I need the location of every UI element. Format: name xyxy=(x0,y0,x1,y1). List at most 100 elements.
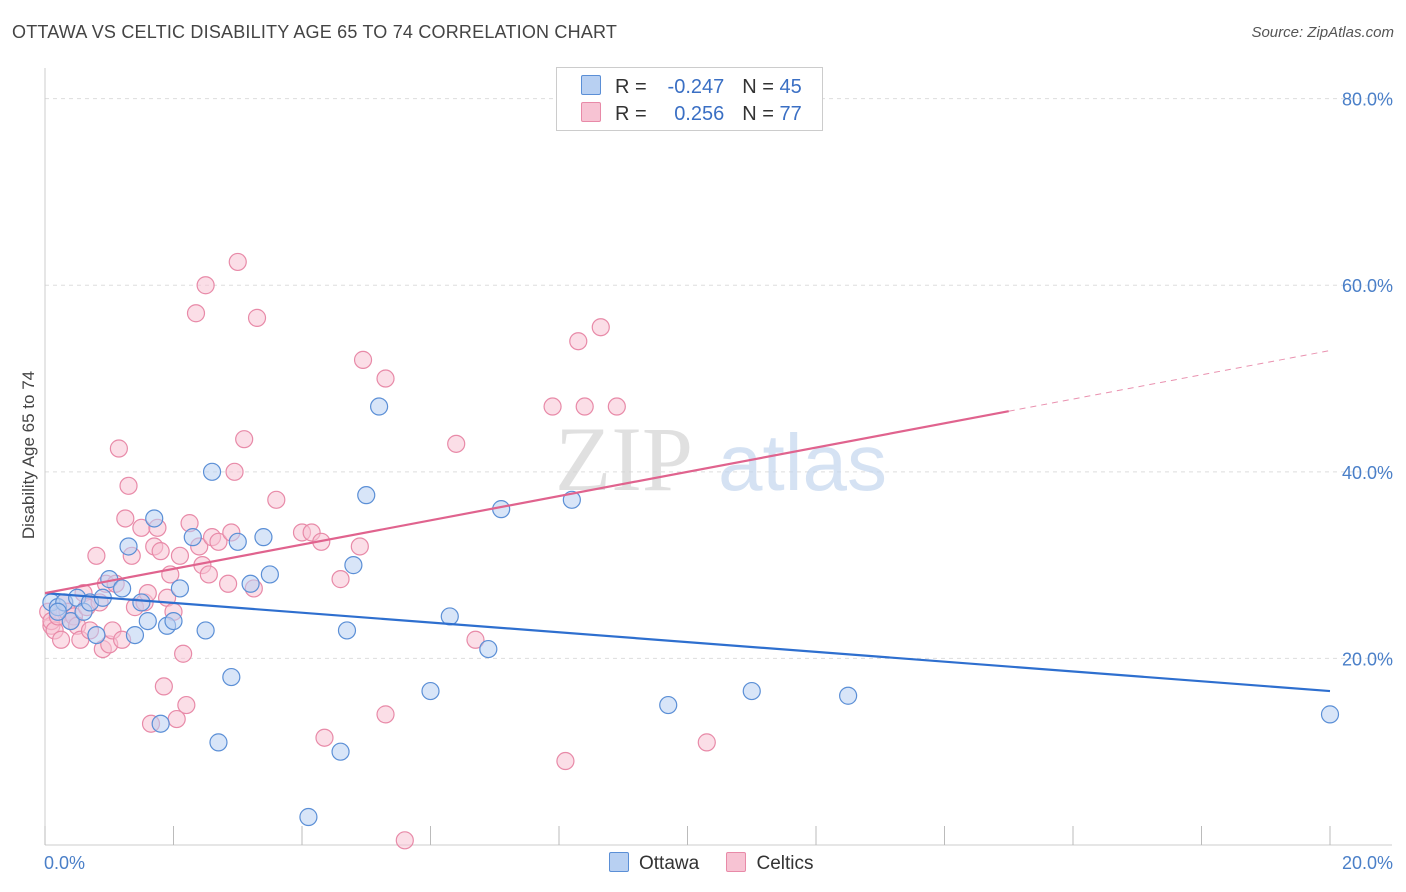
y-tick-label: 60.0% xyxy=(1342,276,1393,296)
celtics-point xyxy=(186,304,206,323)
celtics-point xyxy=(591,318,610,337)
celtics-point xyxy=(228,252,247,272)
chart-source: Source: ZipAtlas.com xyxy=(1251,24,1394,41)
celtics-point xyxy=(466,630,485,649)
ottawa-point xyxy=(87,625,106,645)
legend-row-celtics: R = 0.256 N = 77 xyxy=(581,102,802,128)
celtics-point xyxy=(199,565,218,584)
ottawa-point xyxy=(138,611,157,631)
ottawa-point xyxy=(479,639,498,659)
legend-label-celtics: Celtics xyxy=(756,853,814,874)
celtics-point xyxy=(247,308,267,327)
legend-item-ottawa[interactable]: Ottawa xyxy=(609,852,699,875)
legend-row-ottawa: R = -0.247 N = 45 xyxy=(581,75,802,101)
celtics-point xyxy=(116,509,135,528)
legend-n-value: 77 xyxy=(779,103,802,125)
celtics-point xyxy=(569,332,588,351)
celtics-point xyxy=(543,397,562,416)
celtics-point xyxy=(174,644,193,663)
celtics-point xyxy=(209,532,228,551)
legend-item-celtics[interactable]: Celtics xyxy=(726,852,814,875)
ottawa-point xyxy=(1320,705,1340,724)
ottawa-point xyxy=(357,486,376,505)
ottawa-point xyxy=(170,579,190,598)
celtics-point xyxy=(556,751,575,771)
celtics-point xyxy=(87,546,106,565)
ottawa-swatch-icon xyxy=(609,852,629,872)
ottawa-point xyxy=(254,528,273,547)
celtics-trend-line xyxy=(44,410,1009,595)
axes xyxy=(44,68,1392,846)
celtics-point xyxy=(219,574,238,593)
ottawa-point xyxy=(260,565,279,584)
y-tick-label: 80.0% xyxy=(1342,90,1393,110)
celtics-point xyxy=(353,350,373,369)
celtics-point xyxy=(170,546,190,565)
series-legend: Ottawa Celtics xyxy=(609,852,836,875)
legend-label-ottawa: Ottawa xyxy=(639,853,700,874)
ottawa-swatch-icon xyxy=(581,75,601,95)
ottawa-point xyxy=(145,509,164,528)
celtics-point xyxy=(607,397,626,416)
x-tick-label: 0.0% xyxy=(44,853,85,873)
ottawa-point xyxy=(61,611,80,631)
legend-r-label: R = xyxy=(615,76,653,98)
celtics-point xyxy=(575,397,594,416)
ottawa-point xyxy=(112,579,132,598)
celtics-point xyxy=(177,695,196,715)
celtics-point xyxy=(376,369,395,388)
y-tick-label: 20.0% xyxy=(1342,649,1393,669)
ottawa-point xyxy=(222,667,241,687)
ottawa-point xyxy=(421,681,440,701)
ottawa-point xyxy=(344,556,363,575)
ottawa-point xyxy=(196,621,215,640)
legend-r-value: 0.256 xyxy=(674,103,725,125)
watermark-atlas: atlas xyxy=(718,418,887,507)
legend-n-label: N = xyxy=(742,76,780,98)
trend-lines xyxy=(44,350,1331,693)
ottawa-point xyxy=(331,742,350,761)
ottawa-point xyxy=(164,611,183,631)
celtics-point xyxy=(151,542,170,561)
ottawa-trend-line xyxy=(44,592,1331,693)
celtics-point xyxy=(235,430,254,449)
celtics-swatch-icon xyxy=(581,102,601,122)
celtics-point xyxy=(395,831,414,850)
ottawa-point xyxy=(125,625,145,645)
celtics-point xyxy=(154,677,173,696)
legend-n-label: N = xyxy=(742,103,780,125)
celtics-point xyxy=(51,630,71,649)
celtics-point xyxy=(331,570,350,589)
ottawa-point xyxy=(228,532,247,551)
ottawa-point xyxy=(241,574,260,593)
celtics-point xyxy=(119,476,138,495)
celtics-point xyxy=(267,490,286,509)
grid-lines xyxy=(45,98,1392,659)
celtics-trend-extension xyxy=(1008,350,1331,412)
correlation-legend: R = -0.247 N = 45 R = 0.256 N = 77 xyxy=(556,67,823,131)
celtics-point xyxy=(315,728,334,747)
legend-n-value: 45 xyxy=(779,76,802,98)
celtics-point xyxy=(109,439,128,458)
ottawa-point xyxy=(299,807,318,827)
ottawa-point xyxy=(132,593,151,612)
celtics-point xyxy=(376,705,395,724)
celtics-point xyxy=(225,462,244,481)
ottawa-point xyxy=(337,621,357,640)
celtics-point xyxy=(350,537,369,556)
ottawa-point xyxy=(659,695,678,715)
chart-title: OTTAWA VS CELTIC DISABILITY AGE 65 TO 74… xyxy=(12,22,618,42)
ottawa-point xyxy=(742,681,761,701)
ottawa-point xyxy=(370,397,389,416)
celtics-point xyxy=(196,276,215,295)
x-tick-label: 20.0% xyxy=(1342,853,1393,873)
ottawa-point xyxy=(183,528,202,547)
celtics-point xyxy=(697,733,716,752)
celtics-points xyxy=(39,252,716,850)
y-tick-label: 40.0% xyxy=(1342,463,1393,483)
legend-r-value: -0.247 xyxy=(667,76,725,98)
tick-labels: 20.0% 40.0% 60.0% 80.0% 0.0% 20.0% xyxy=(44,90,1393,873)
ottawa-point xyxy=(839,686,858,705)
y-axis-label: Disability Age 65 to 74 xyxy=(19,371,38,539)
